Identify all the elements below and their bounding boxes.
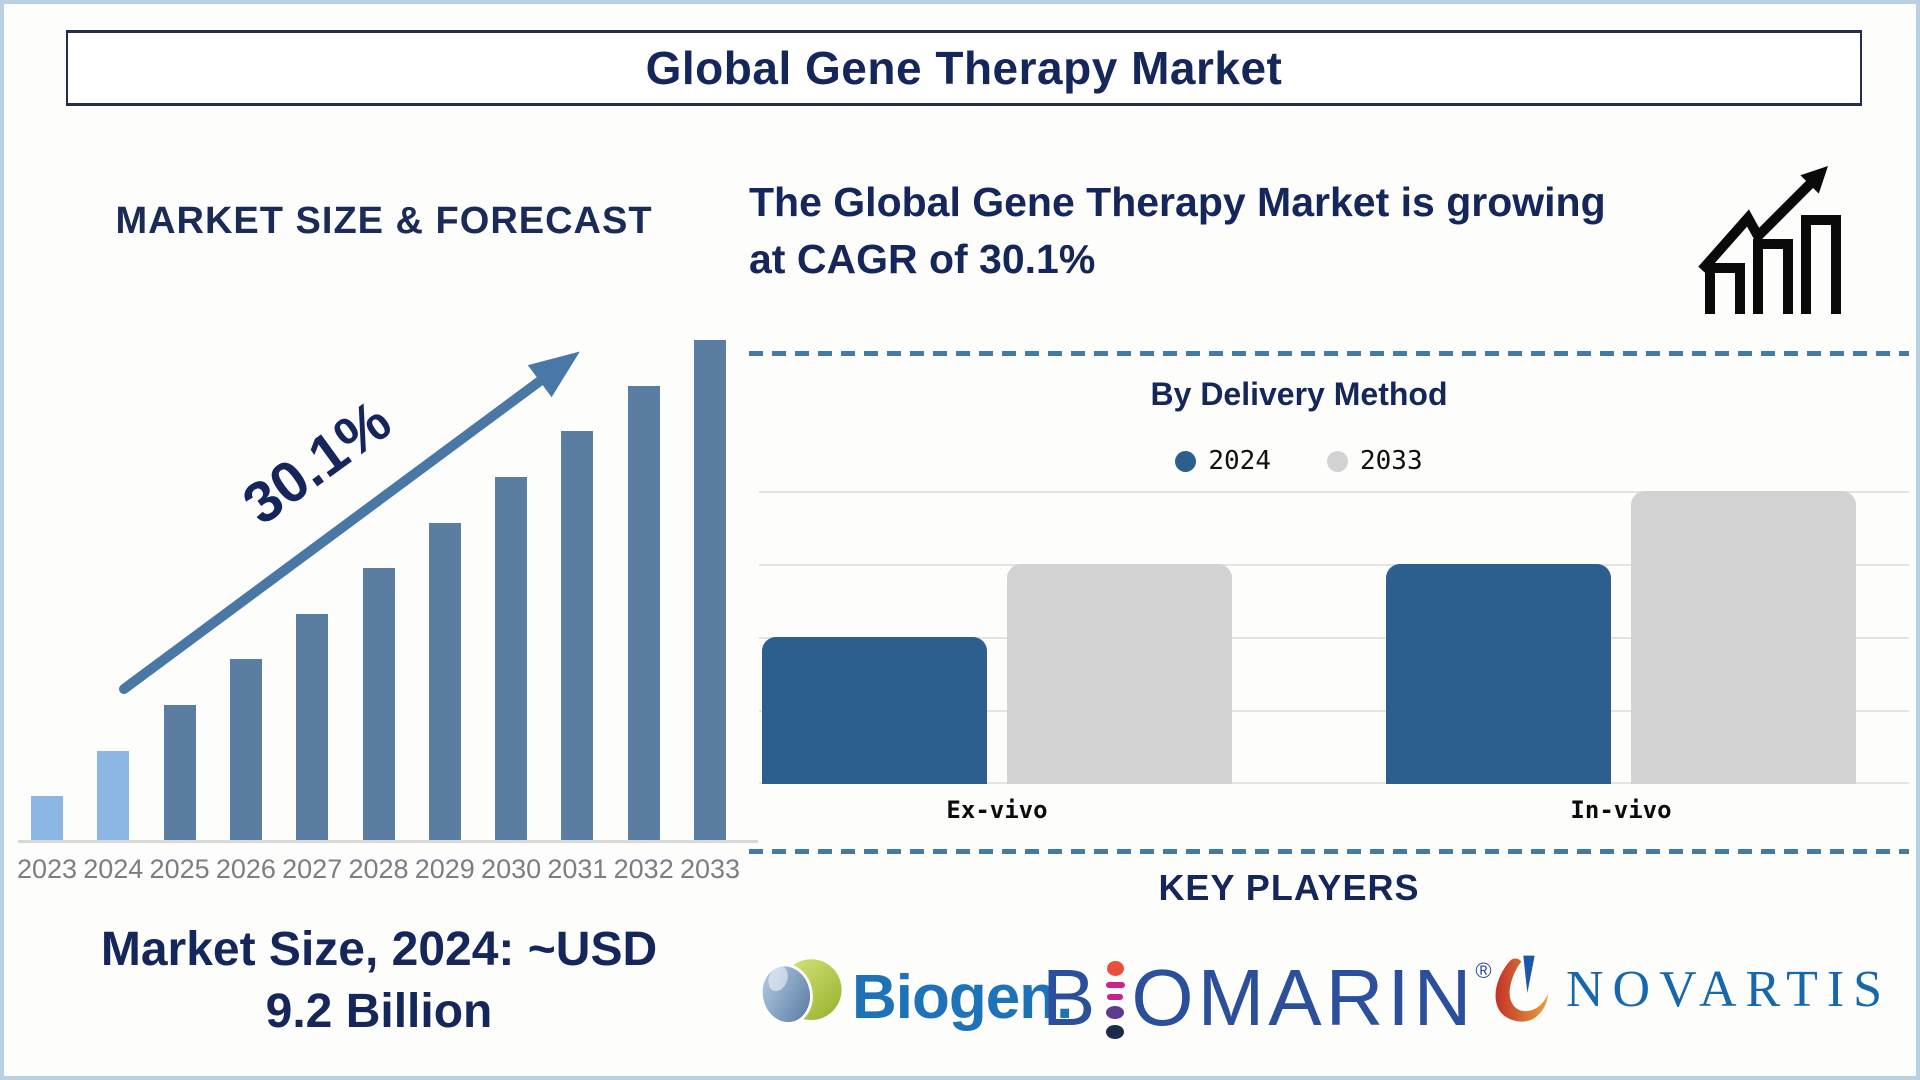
year-label-2028: 2028 <box>348 854 409 884</box>
delivery-bar-ex-vivo-2033 <box>1007 564 1232 784</box>
key-players-heading: KEY PLAYERS <box>1158 867 1420 908</box>
biogen-sphere-icon <box>759 959 842 1025</box>
year-label-2023: 2023 <box>16 854 78 884</box>
year-label-2024: 2024 <box>83 854 144 884</box>
market-bar-2031 <box>561 431 594 842</box>
legend-item-2033: 2033 <box>1327 446 1423 476</box>
dashed-divider-bottom <box>749 849 1909 854</box>
biomarin-dot-navy <box>1106 1025 1125 1039</box>
delivery-bar-in-vivo-2024 <box>1386 564 1611 784</box>
biogen-wordmark: Biogen. <box>852 962 1073 1032</box>
biomarin-bar-magenta <box>1107 994 1124 1000</box>
category-label-ex-vivo: Ex-vivo <box>946 796 1048 824</box>
gridline <box>759 491 1909 493</box>
gridline <box>759 564 1909 566</box>
biogen-logo: Biogen. <box>756 949 1073 1045</box>
year-axis-labels: 2023 2024 2025 2026 2027 2028 2029 2030 2031 2032… <box>17 854 740 888</box>
page-title: Global Gene Therapy Market <box>645 42 1283 94</box>
novartis-flame-icon <box>1495 955 1548 1022</box>
year-label-2030: 2030 <box>481 854 542 884</box>
market-size-caption-line1: Market Size, 2024: ~USD <box>100 923 658 976</box>
legend-dot-2024 <box>1175 450 1197 472</box>
delivery-method-heading: By Delivery Method <box>1150 376 1448 412</box>
cagr-statement-line1: The Global Gene Therapy Market is growin… <box>749 179 1606 225</box>
biomarin-dna-i-icon <box>1105 961 1125 1039</box>
market-bar-2028 <box>362 568 395 842</box>
market-bar-2033 <box>694 340 726 842</box>
legend-dot-2033 <box>1327 450 1348 472</box>
market-size-caption-line2: 9.2 Billion <box>265 985 493 1038</box>
market-bar-2032 <box>627 386 660 842</box>
year-label-2026: 2026 <box>215 854 276 884</box>
legend-label-2033: 2033 <box>1360 446 1423 476</box>
market-bar-2024 <box>97 751 130 842</box>
novartis-logo: NOVARTIS <box>1490 954 1891 1024</box>
market-bar-2026 <box>229 659 262 842</box>
gridline <box>759 782 1909 784</box>
market-bar-2030 <box>495 477 528 842</box>
legend-item-2024: 2024 <box>1175 446 1271 476</box>
delivery-bar-ex-vivo-2024 <box>762 637 987 784</box>
gridline <box>759 710 1909 712</box>
biomarin-dot-purple <box>1106 1006 1125 1019</box>
dashed-divider-top <box>749 351 1909 356</box>
page-title-box: Global Gene Therapy Market <box>66 30 1862 106</box>
legend-label-2024: 2024 <box>1208 446 1271 476</box>
x-axis-line <box>18 840 758 843</box>
year-label-2027: 2027 <box>282 854 343 884</box>
delivery-chart-legend: 2024 2033 <box>749 446 1849 476</box>
growth-chart-icon <box>1698 166 1841 314</box>
growth-arrow-icon <box>119 351 580 694</box>
biomarin-logo: B OMARIN ® <box>1042 956 1492 1040</box>
year-label-2031: 2031 <box>547 854 608 884</box>
biomarin-bar-magenta <box>1105 982 1125 988</box>
cagr-statement: The Global Gene Therapy Market is growin… <box>749 174 1709 288</box>
delivery-bar-in-vivo-2033 <box>1631 491 1856 784</box>
year-label-2025: 2025 <box>149 854 210 884</box>
market-bar-2025 <box>163 705 196 842</box>
market-bar-2023 <box>31 796 63 842</box>
gridline <box>759 637 1909 639</box>
biomarin-wordmark: OMARIN <box>1131 953 1476 1042</box>
registered-trademark-symbol: ® <box>1475 958 1492 983</box>
category-label-in-vivo: In-vivo <box>1570 796 1672 824</box>
market-size-forecast-heading: MARKET SIZE & FORECAST <box>115 200 653 242</box>
market-bar-2027 <box>296 614 329 842</box>
cagr-statement-line2: at CAGR of 30.1% <box>749 236 1096 282</box>
year-label-2032: 2032 <box>613 854 674 884</box>
novartis-wordmark: NOVARTIS <box>1566 960 1892 1018</box>
biomarin-dot-red <box>1106 961 1124 976</box>
market-size-caption: Market Size, 2024: ~USD 9.2 Billion <box>14 919 744 1043</box>
market-size-bar-chart <box>26 334 738 842</box>
year-label-2029: 2029 <box>414 854 475 884</box>
year-label-2033: 2033 <box>679 854 741 884</box>
biomarin-letter-b: B <box>1042 953 1100 1042</box>
delivery-method-bar-chart: Ex-vivo In-vivo <box>759 491 1909 824</box>
market-bar-2029 <box>428 523 461 842</box>
